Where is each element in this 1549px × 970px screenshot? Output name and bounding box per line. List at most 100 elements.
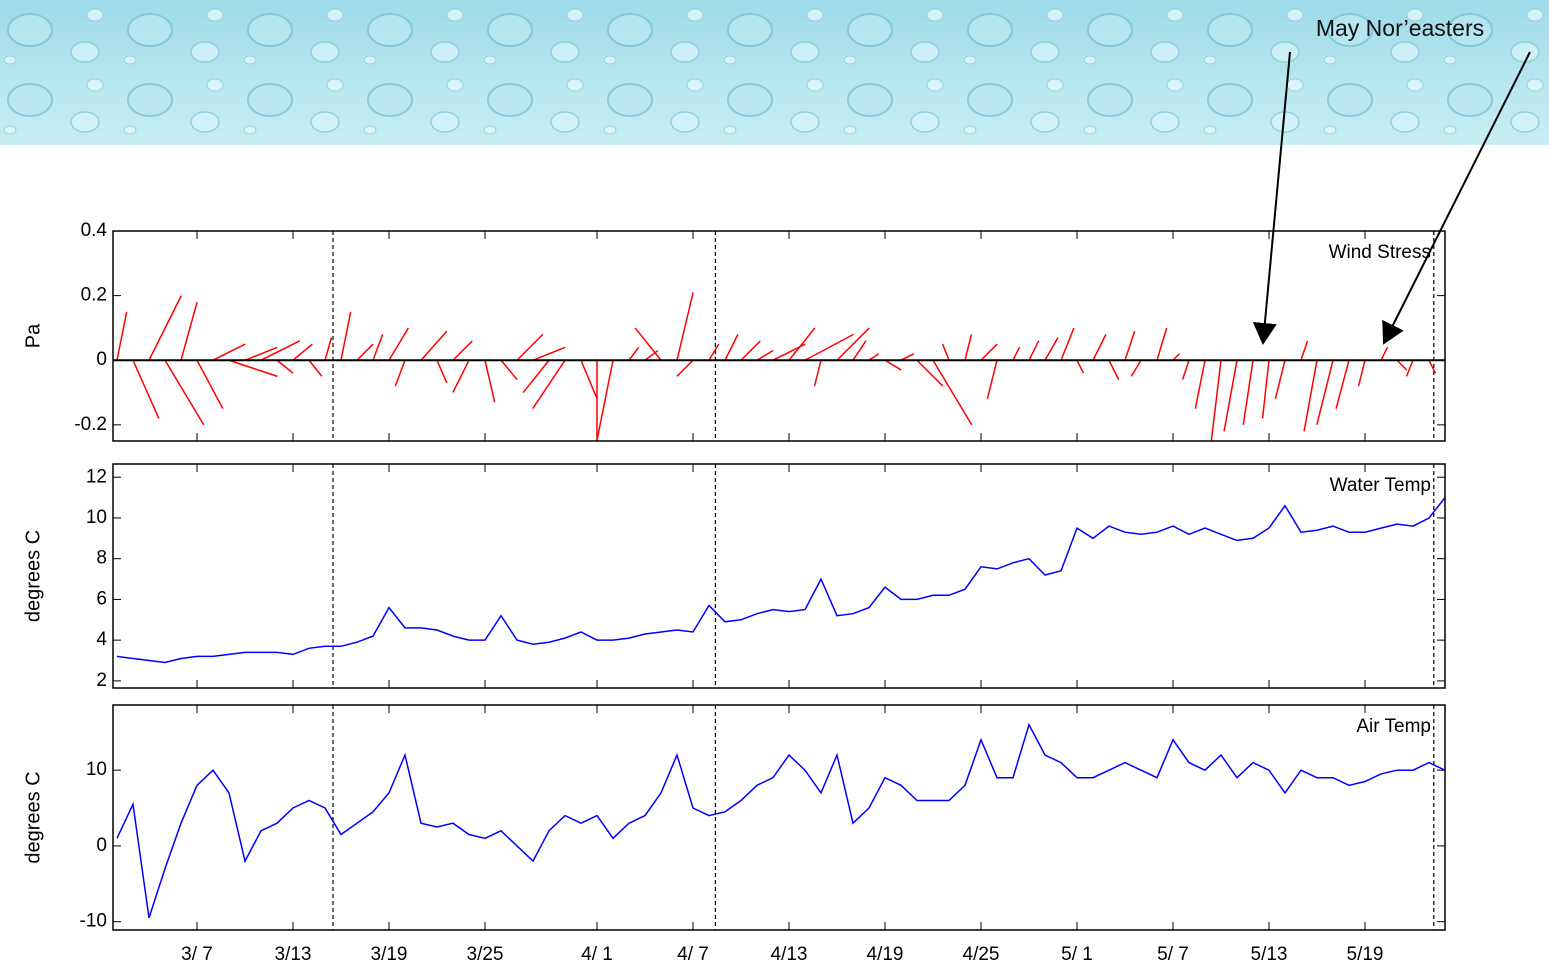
- wind-stick: [1335, 360, 1350, 409]
- wind-stick: [276, 359, 294, 374]
- x-tick-label: 3/19: [371, 944, 408, 965]
- x-tick-label: 4/ 7: [677, 944, 709, 965]
- wind-stick: [580, 359, 598, 400]
- x-tick-label: 3/25: [467, 944, 504, 965]
- arrow: [1382, 51, 1531, 345]
- wind-stick: [1210, 360, 1222, 441]
- wind-stick: [986, 360, 998, 400]
- wind-stick: [1261, 360, 1270, 419]
- wind-stick: [436, 359, 448, 384]
- wind-stick: [388, 327, 410, 361]
- wind-stick: [916, 359, 944, 387]
- wind-stick: [324, 337, 333, 361]
- wind-stick: [132, 359, 160, 419]
- y-axis-label: Pa: [22, 323, 44, 348]
- wind-stick: [500, 359, 518, 381]
- wind-stick: [628, 346, 640, 361]
- wind-stick: [420, 330, 448, 361]
- y-tick-label: 0: [96, 349, 107, 370]
- wind-stick: [356, 343, 374, 361]
- wind-stick: [452, 359, 470, 393]
- wind-stick: [164, 359, 205, 426]
- wind-stick: [1405, 359, 1414, 377]
- x-tick-label: 5/19: [1347, 944, 1384, 965]
- wind-stick: [372, 334, 384, 361]
- annotation: May Nor’easters: [1316, 15, 1484, 41]
- y-tick-label: 0.2: [81, 285, 107, 306]
- wind-stick: [884, 359, 902, 371]
- wind-stick: [244, 346, 278, 361]
- x-tick-label: 5/ 7: [1157, 944, 1189, 965]
- wind-stick: [1044, 337, 1059, 361]
- wind-stick: [260, 340, 301, 361]
- wind-stick: [941, 343, 950, 361]
- y-tick-label: 2: [96, 670, 107, 691]
- y-tick-label: -10: [80, 911, 107, 932]
- wind-stick: [788, 327, 816, 361]
- wind-stick: [1092, 334, 1107, 361]
- banner-texture: [0, 0, 1549, 145]
- y-tick-label: 6: [96, 588, 107, 609]
- wind-stick: [394, 359, 406, 387]
- wind-stick: [1316, 360, 1334, 426]
- wind-stick: [484, 360, 496, 403]
- x-tick-label: 5/13: [1251, 944, 1288, 965]
- wind-stick: [1130, 359, 1142, 377]
- wind-stick: [228, 359, 278, 378]
- wind-stick: [1303, 360, 1318, 432]
- wind-stick: [1076, 359, 1085, 374]
- wind-stick: [676, 292, 694, 361]
- y-tick-label: 10: [86, 759, 107, 780]
- wind-stick: [308, 359, 323, 377]
- panel-title: Water Temp: [1330, 475, 1431, 496]
- wind-stick: [964, 334, 973, 361]
- wind-stick: [180, 301, 198, 361]
- wind-stick: [932, 359, 973, 426]
- temperature-line: [116, 497, 1445, 664]
- wind-stick: [852, 340, 867, 361]
- wind-stick: [1223, 360, 1238, 432]
- wind-stick: [1156, 327, 1168, 361]
- wind-stick: [756, 349, 774, 361]
- wind-stick: [1028, 340, 1040, 361]
- wind-stick: [196, 359, 224, 410]
- x-tick-label: 4/ 1: [581, 944, 613, 965]
- wind-stick: [148, 295, 182, 361]
- wind-stick: [1172, 353, 1180, 361]
- wind-stick: [1428, 359, 1437, 374]
- panel-title: Wind Stress: [1329, 242, 1431, 263]
- wind-stick: [292, 343, 313, 361]
- wind-stick: [1124, 330, 1136, 361]
- y-tick-label: 0.4: [81, 220, 108, 241]
- y-tick-label: -0.2: [74, 414, 107, 435]
- y-tick-label: 4: [96, 629, 107, 650]
- plot-frame: [112, 704, 1446, 931]
- plot-frame: [112, 230, 1446, 442]
- y-tick-label: 10: [86, 507, 107, 528]
- wind-stick: [1060, 327, 1075, 361]
- temperature-line: [116, 722, 1445, 919]
- wind-stick: [522, 359, 550, 394]
- wind-stick: [1181, 359, 1190, 380]
- wind-stick: [634, 327, 662, 361]
- plot-frame: [112, 463, 1446, 689]
- wind-stick: [836, 327, 870, 361]
- wind-stick: [1357, 360, 1366, 387]
- x-tick-label: 4/25: [963, 944, 1000, 965]
- wind-stick: [516, 333, 544, 361]
- y-axis-label: degrees C: [22, 530, 44, 622]
- y-axis-label: degrees C: [22, 771, 44, 863]
- x-tick-label: 5/ 1: [1061, 944, 1093, 965]
- wind-stick: [212, 343, 246, 361]
- wind-stick: [532, 359, 566, 410]
- wind-stick: [900, 353, 915, 361]
- wind-stick: [1242, 360, 1254, 425]
- wind-stick: [980, 343, 998, 361]
- wind-stick: [1300, 340, 1309, 361]
- wind-stick: [868, 353, 880, 361]
- wind-stick: [1274, 360, 1286, 400]
- x-tick-label: 3/13: [275, 944, 312, 965]
- wind-stick: [1194, 360, 1206, 409]
- wind-stick: [708, 343, 720, 361]
